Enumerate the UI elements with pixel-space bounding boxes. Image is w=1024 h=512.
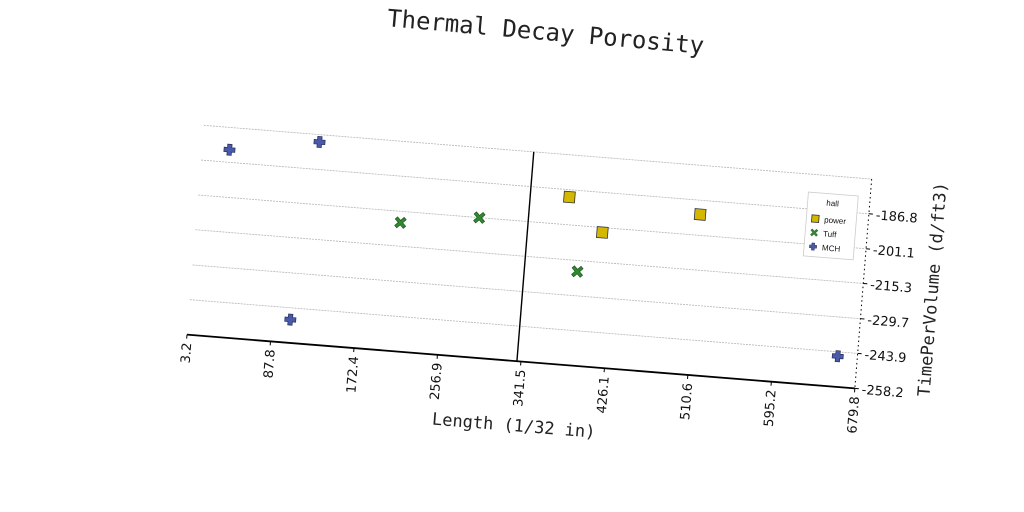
legend-marker-mch xyxy=(809,242,818,251)
y-grid-line xyxy=(192,264,861,320)
y-grid-line xyxy=(203,124,872,180)
chart-title: Thermal Decay Porosity xyxy=(386,4,705,60)
y-grid-line xyxy=(189,299,858,354)
data-point-mch xyxy=(831,350,844,363)
y-tick-label: -186.8 xyxy=(875,208,918,226)
x-tick-label: 426.1 xyxy=(595,376,613,414)
y-tick-label: -243.9 xyxy=(864,348,907,366)
y-axis-label: TimePerVolume (d/ft3) xyxy=(914,181,951,397)
x-tick-label: 3.2 xyxy=(179,342,196,364)
x-ticks: 3.2 87.8 172.4 256.9 341.5 426.1 510.6 595.2 679… xyxy=(179,334,863,434)
y-tick-label: -201.1 xyxy=(872,243,915,261)
y-zero-axis-line xyxy=(516,151,535,362)
x-tick-label: 510.6 xyxy=(678,382,696,420)
x-tick-label: 679.8 xyxy=(845,396,863,434)
x-axis-label: Length (1/32 in) xyxy=(431,410,596,443)
plot-area: 3.2 87.8 172.4 256.9 341.5 426.1 510.6 595.2 679… xyxy=(179,124,952,443)
x-tick-label: 172.4 xyxy=(344,356,362,394)
y-tick-label: -229.7 xyxy=(867,313,910,331)
y-tick-label: -258.2 xyxy=(861,383,904,401)
legend-box xyxy=(802,191,859,261)
legend-title: hall xyxy=(826,199,839,209)
data-point-mch xyxy=(313,136,326,149)
x-tick-label: 341.5 xyxy=(511,369,529,407)
data-point-power xyxy=(595,226,609,239)
data-point-tuff xyxy=(571,265,584,278)
legend-marker-tuff xyxy=(810,228,819,237)
grid xyxy=(189,124,872,354)
legend-marker-power xyxy=(811,214,820,223)
y-grid-line xyxy=(198,194,867,250)
data-point-tuff xyxy=(394,216,407,229)
data-points xyxy=(223,136,844,363)
data-point-power xyxy=(563,190,576,204)
y-grid-line xyxy=(201,159,869,215)
y-ticks: -186.8 -201.1 -215.3 -229.7 -243.9 -258.2 xyxy=(854,208,918,401)
x-tick-label: 595.2 xyxy=(762,389,780,427)
legend: hall power Tuff MCH xyxy=(802,191,859,261)
legend-items: power Tuff MCH xyxy=(809,214,847,254)
legend-label-tuff: Tuff xyxy=(823,229,838,239)
y-grid-line xyxy=(195,229,864,284)
data-point-mch xyxy=(284,313,297,326)
data-point-power xyxy=(693,208,707,221)
data-point-tuff xyxy=(473,211,486,224)
x-tick-label: 87.8 xyxy=(262,349,279,379)
data-point-mch xyxy=(223,143,236,156)
x-tick-label: 256.9 xyxy=(428,362,446,400)
legend-label-mch: MCH xyxy=(822,243,841,253)
legend-label-power: power xyxy=(824,215,847,226)
y-tick-label: -215.3 xyxy=(870,278,913,296)
